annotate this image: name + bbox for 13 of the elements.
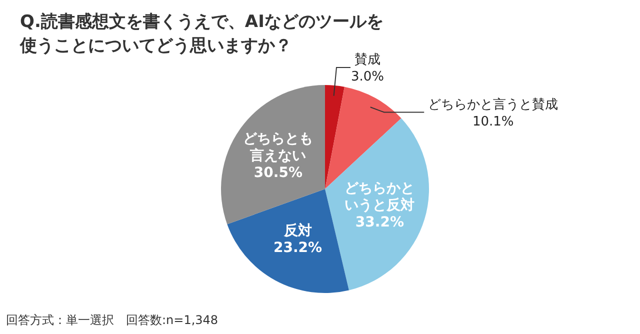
slice-label: 反対 [282, 222, 312, 239]
data-label: 33.2% [355, 214, 404, 231]
pie-slice [221, 85, 325, 224]
data-label: 30.5% [254, 165, 302, 182]
pie-slice [325, 118, 429, 290]
data-label: 10.1% [472, 114, 514, 130]
text: 回答方式：単一選択 回答数:n=1,348 [6, 312, 218, 329]
pie-slice [325, 85, 344, 189]
slice-label: どちらとも言えない [243, 131, 314, 164]
data-label: 23.2% [273, 240, 322, 256]
data-label: 3.0% [350, 70, 384, 85]
slice-label: どちらかというと反対 [344, 180, 415, 214]
slice-label: どちらかと言うと賛成 [428, 96, 558, 112]
